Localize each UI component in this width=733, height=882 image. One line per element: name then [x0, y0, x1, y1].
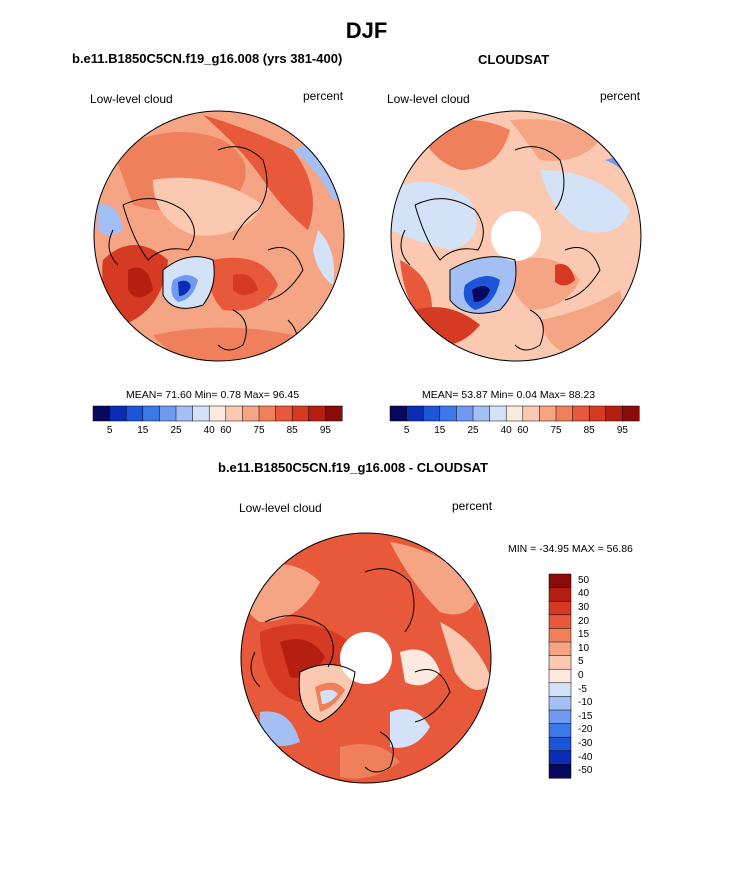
colorbar-swatch [548, 587, 572, 602]
colorbar-tick-label: 75 [550, 425, 562, 436]
colorbar-swatch [605, 405, 623, 422]
colorbar-swatch [548, 628, 572, 643]
diff-panel-stats: MIN = -34.95 MAX = 56.86 [508, 543, 633, 555]
colorbar-swatch [505, 405, 524, 422]
colorbar-swatch [539, 405, 557, 422]
colorbar-swatch [92, 405, 111, 422]
colorbar-tick-label: 15 [137, 425, 149, 436]
diff-panel-units: percent [452, 499, 493, 513]
colorbar-swatch [548, 573, 572, 589]
right-colorbar [389, 405, 640, 422]
colorbar-swatch [548, 641, 572, 657]
colorbar-swatch [291, 405, 310, 422]
colorbar-swatch [109, 405, 127, 422]
colorbar-swatch [159, 405, 177, 422]
colorbar-tick-label: 75 [253, 425, 265, 436]
colorbar-tick-label: 95 [319, 425, 331, 436]
colorbar-tick-label: 25 [467, 425, 479, 436]
colorbar-swatch [548, 668, 572, 684]
figure-title: DJF [345, 18, 388, 43]
colorbar-tick-label: -10 [578, 697, 593, 709]
colorbar-tick-label: -40 [578, 751, 593, 763]
colorbar-swatch [522, 405, 540, 422]
colorbar-swatch [325, 405, 343, 422]
colorbar-tick-label: 85 [286, 425, 298, 436]
colorbar-swatch [192, 405, 210, 422]
colorbar-swatch [125, 405, 144, 422]
colorbar-tick-label: 50 [578, 574, 590, 586]
colorbar-tick-label: 15 [578, 629, 590, 641]
right-panel-subtitle: CLOUDSAT [478, 52, 550, 67]
colorbar-swatch [456, 405, 474, 422]
right-panel-field-label: Low-level cloud [387, 92, 470, 106]
colorbar-tick-label: 10 [578, 642, 590, 654]
colorbar-tick-label: 60 [517, 425, 529, 436]
colorbar-swatch [472, 405, 491, 422]
colorbar-swatch [548, 736, 572, 752]
colorbar-tick-label: 20 [578, 615, 590, 627]
colorbar-swatch [208, 405, 227, 422]
right-panel-stats: MEAN= 53.87 Min= 0.04 Max= 88.23 [422, 389, 596, 401]
diff-colorbar-ticks: 50 40 30 20 15 10 5 0 -5 -10 -15 -20 -30 -40 -50 [578, 574, 618, 778]
colorbar-swatch [548, 614, 572, 629]
colorbar-tick-label: 60 [220, 425, 232, 436]
colorbar-swatch [175, 405, 194, 422]
colorbar-tick-label: -30 [578, 738, 593, 749]
colorbar-tick-label: 40 [203, 425, 215, 436]
colorbar-tick-label: 5 [403, 425, 410, 436]
left-panel-stats: MEAN= 71.60 Min= 0.78 Max= 96.45 [126, 389, 300, 401]
colorbar-swatch [548, 655, 572, 670]
colorbar-tick-label: 40 [578, 588, 590, 600]
left-polar-map [93, 110, 345, 362]
colorbar-swatch [225, 405, 243, 422]
colorbar-swatch [572, 405, 590, 422]
left-colorbar-ticks: 5 15 25 40 60 75 85 95 [93, 425, 342, 439]
colorbar-tick-label: -20 [578, 724, 593, 736]
left-panel-units: percent [303, 89, 344, 103]
left-panel-field-label: Low-level cloud [90, 92, 173, 106]
diff-panel-field-label: Low-level cloud [239, 501, 322, 515]
colorbar-swatch [439, 405, 457, 422]
diff-panel-subtitle: b.e11.B1850C5CN.f19_g16.008 - CLOUDSAT [218, 460, 488, 475]
colorbar-swatch [548, 764, 572, 779]
colorbar-swatch [422, 405, 441, 422]
left-colorbar [92, 405, 343, 422]
colorbar-swatch [622, 405, 640, 422]
colorbar-swatch [258, 405, 277, 422]
colorbar-tick-label: 15 [434, 425, 446, 436]
colorbar-swatch [548, 723, 572, 738]
colorbar-swatch [242, 405, 260, 422]
colorbar-tick-label: 95 [616, 425, 628, 436]
colorbar-tick-label: -15 [578, 710, 593, 722]
colorbar-swatch [548, 709, 572, 725]
colorbar-tick-label: 25 [170, 425, 182, 436]
colorbar-tick-label: 5 [106, 425, 113, 436]
colorbar-tick-label: 0 [578, 670, 584, 681]
left-panel-subtitle: b.e11.B1850C5CN.f19_g16.008 (yrs 381-400… [72, 51, 343, 66]
colorbar-swatch [555, 405, 574, 422]
colorbar-swatch [406, 405, 424, 422]
colorbar-swatch [275, 405, 293, 422]
colorbar-swatch [142, 405, 160, 422]
colorbar-swatch [548, 682, 572, 697]
colorbar-tick-label: 40 [500, 425, 512, 436]
colorbar-swatch [548, 750, 572, 765]
right-panel-units: percent [600, 89, 641, 103]
colorbar-swatch [389, 405, 408, 422]
colorbar-tick-label: -50 [578, 765, 593, 777]
colorbar-tick-label: 85 [583, 425, 595, 436]
diff-colorbar [548, 573, 572, 779]
right-colorbar-ticks: 5 15 25 40 60 75 85 95 [390, 425, 639, 439]
colorbar-tick-label: -5 [578, 683, 587, 695]
colorbar-swatch [548, 600, 572, 616]
colorbar-tick-label: 5 [578, 656, 584, 668]
colorbar-swatch [588, 405, 607, 422]
colorbar-swatch [548, 696, 572, 711]
colorbar-tick-label: 30 [578, 602, 590, 613]
colorbar-swatch [308, 405, 326, 422]
right-polar-map [390, 110, 642, 362]
colorbar-swatch [489, 405, 507, 422]
diff-polar-map [240, 532, 492, 784]
